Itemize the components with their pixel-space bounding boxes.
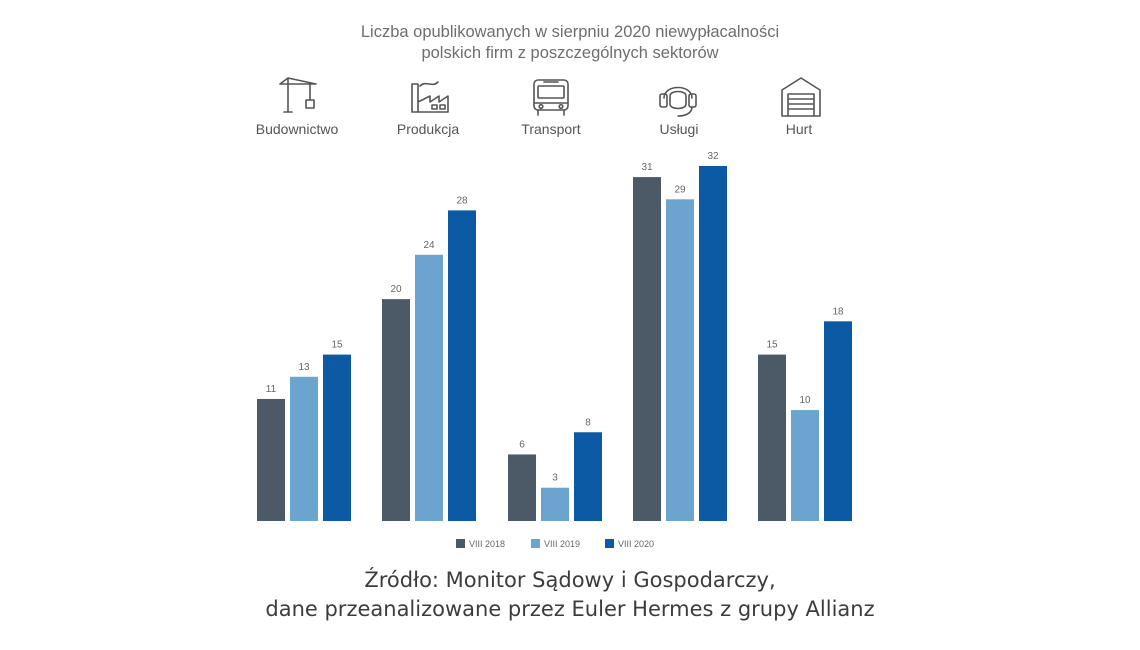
value-label: 11 bbox=[266, 384, 277, 395]
value-label: 20 bbox=[390, 284, 402, 295]
crane-icon bbox=[279, 77, 317, 113]
bar-usługi-viii-2019 bbox=[666, 199, 694, 521]
value-label: 32 bbox=[707, 151, 719, 162]
source-line-2: dane przeanalizowane przez Euler Hermes … bbox=[265, 597, 875, 621]
bar-transport-viii-2018 bbox=[508, 454, 536, 521]
bar-transport-viii-2019 bbox=[541, 487, 569, 521]
bar-budownictwo-viii-2019 bbox=[290, 376, 318, 521]
chart-title: Liczba opublikowanych w sierpniu 2020 ni… bbox=[0, 22, 1140, 64]
bar-hurt-viii-2019 bbox=[791, 410, 819, 521]
bar-transport-viii-2020 bbox=[574, 432, 602, 521]
value-label: 3 bbox=[552, 473, 558, 484]
bar-hurt-viii-2018 bbox=[758, 354, 786, 521]
bar-usługi-viii-2018 bbox=[633, 177, 661, 521]
legend-swatch bbox=[456, 539, 465, 548]
legend-item: VIII 2018 bbox=[456, 539, 505, 549]
value-label: 13 bbox=[298, 362, 310, 373]
bar-chart: Budownictwo Produkcja Transport Usługi Hurt … bbox=[256, 77, 852, 549]
sector-icons bbox=[279, 77, 821, 117]
category-label-transport: Transport bbox=[521, 121, 581, 137]
value-label: 8 bbox=[585, 417, 591, 428]
legend-label: VIII 2020 bbox=[618, 539, 654, 549]
bar-budownictwo-viii-2018 bbox=[257, 398, 285, 521]
factory-icon bbox=[411, 81, 449, 113]
chart-title-line-2: polskich firm z poszczególnych sektorów bbox=[421, 44, 719, 62]
bar-produkcja-viii-2019 bbox=[415, 254, 443, 521]
value-labels: 11 20 6 31 15 13 24 3 29 10 15 28 8 32 18 bbox=[266, 151, 844, 484]
bar-usługi-viii-2020 bbox=[699, 166, 727, 521]
chart-title-line-1: Liczba opublikowanych w sierpniu 2020 ni… bbox=[360, 23, 780, 41]
category-label-budownictwo: Budownictwo bbox=[256, 121, 339, 137]
source-note: Źródło: Monitor Sądowy i Gospodarczy, da… bbox=[0, 566, 1140, 624]
bar-hurt-viii-2020 bbox=[824, 321, 852, 521]
legend-swatch bbox=[605, 539, 614, 548]
legend-item: VIII 2019 bbox=[531, 539, 580, 549]
category-label-hurt: Hurt bbox=[786, 121, 813, 137]
bar-produkcja-viii-2020 bbox=[448, 210, 476, 521]
category-label-usługi: Usługi bbox=[660, 121, 699, 137]
legend-label: VIII 2018 bbox=[469, 539, 505, 549]
legend-item: VIII 2020 bbox=[605, 539, 654, 549]
legend-swatch bbox=[531, 539, 540, 548]
value-label: 29 bbox=[674, 184, 686, 195]
source-line-1: Źródło: Monitor Sądowy i Gospodarczy, bbox=[364, 568, 776, 592]
category-labels: Budownictwo Produkcja Transport Usługi Hurt bbox=[256, 121, 813, 137]
headset-icon bbox=[659, 86, 697, 117]
value-label: 10 bbox=[799, 395, 811, 406]
legend-label: VIII 2019 bbox=[544, 539, 580, 549]
garage-icon bbox=[781, 77, 821, 117]
legend: VIII 2018 VIII 2019 VIII 2020 bbox=[456, 539, 654, 549]
value-label: 31 bbox=[641, 162, 653, 173]
value-label: 6 bbox=[519, 439, 525, 450]
value-label: 24 bbox=[423, 240, 435, 251]
value-label: 15 bbox=[766, 340, 778, 351]
value-label: 18 bbox=[832, 306, 844, 317]
bar-produkcja-viii-2018 bbox=[382, 299, 410, 521]
category-label-produkcja: Produkcja bbox=[397, 121, 459, 137]
bus-icon bbox=[533, 79, 569, 116]
bar-budownictwo-viii-2020 bbox=[323, 354, 351, 521]
value-label: 28 bbox=[456, 195, 468, 206]
bars bbox=[257, 166, 852, 521]
value-label: 15 bbox=[331, 340, 343, 351]
